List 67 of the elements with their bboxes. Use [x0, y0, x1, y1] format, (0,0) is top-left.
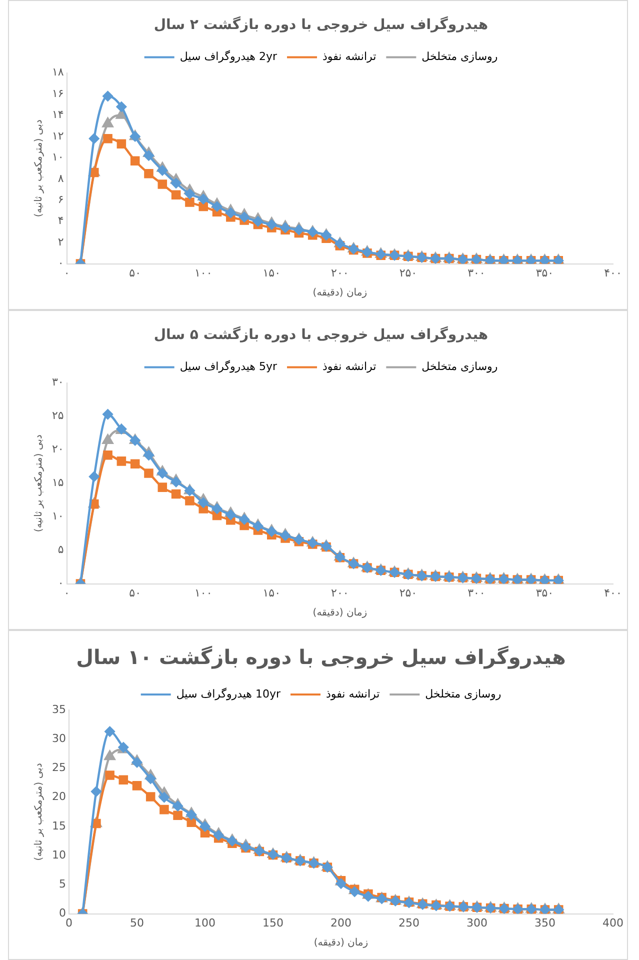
y-tick-label: ۱۲	[52, 129, 64, 142]
x-tick-label: 250	[398, 916, 420, 930]
chart-title: هیدروگراف سیل خروجی با دوره بازگشت ۱۰ سال	[76, 645, 566, 670]
x-tick-label: ۵۰	[129, 586, 142, 600]
x-tick-label: ۱۰۰	[194, 266, 212, 280]
y-axis-title: دبی (مترمکعب بر ثانیه)	[34, 763, 45, 861]
y-tick-label: 25	[52, 761, 66, 774]
y-tick-label: ۱۴	[52, 108, 64, 122]
y-tick-label: ۱۸	[52, 66, 64, 79]
x-tick-label: ۱۵۰	[262, 586, 280, 600]
y-tick-label: 0	[58, 906, 66, 920]
x-tick-label: 400	[602, 916, 624, 930]
y-tick-label: ۳۰	[52, 376, 64, 389]
x-tick-label: ۱۵۰	[262, 266, 280, 280]
x-tick-label: 350	[534, 916, 556, 930]
y-tick-label: 30	[52, 732, 66, 745]
y-tick-label: 15	[52, 819, 66, 832]
x-tick-label: 50	[130, 916, 144, 930]
x-tick-label: ۳۵۰	[536, 266, 554, 280]
y-tick-label: ۰	[58, 256, 64, 270]
x-tick-label: ۲۰۰	[331, 266, 349, 280]
y-tick-label: ۱۶	[52, 86, 64, 100]
y-tick-label: ۸	[58, 172, 64, 185]
y-tick-label: ۲	[58, 235, 64, 248]
x-tick-label: ۳۵۰	[536, 586, 554, 600]
y-tick-label: 5	[58, 878, 66, 891]
y-tick-label: ۱۰	[52, 150, 64, 164]
legend-label: روسازی متخلخل	[422, 50, 498, 64]
chart-title: هیدروگراف سیل خروجی با دوره بازگشت ۲ سال	[154, 16, 488, 34]
y-tick-label: ۲۰	[52, 442, 64, 456]
y-tick-label: 20	[52, 790, 66, 804]
y-tick-label: ۱۵	[52, 476, 64, 490]
y-tick-label: ۲۵	[52, 409, 64, 422]
legend-label: روسازی متخلخل	[422, 360, 498, 374]
x-tick-label: ۴۰۰	[604, 266, 622, 280]
y-axis-title: دبی (مترمکعب بر ثانیه)	[34, 119, 45, 218]
legend-label: هیدروگراف سیل 10yr	[176, 687, 281, 700]
legend-label: هیدروگراف سیل 5yr	[180, 360, 278, 374]
legend-label: روسازی متخلخل	[425, 687, 502, 700]
x-tick-label: ۳۰۰	[468, 586, 486, 600]
x-tick-label: ۲۵۰	[399, 586, 418, 600]
y-tick-label: 35	[52, 702, 66, 716]
legend-label: ترانشه نفوذ	[322, 50, 376, 64]
x-tick-label: 200	[330, 916, 352, 930]
x-tick-label: ۲۵۰	[399, 266, 418, 280]
y-tick-label: ۰	[58, 576, 64, 590]
legend-label: هیدروگراف سیل 2yr	[180, 50, 278, 64]
x-tick-label: ۵۰	[129, 266, 142, 280]
y-tick-label: ۱۰	[52, 510, 64, 523]
x-tick-label: ۱۰۰	[194, 586, 212, 600]
x-tick-label: 100	[194, 916, 216, 930]
x-axis-title: زمان (دقیقه)	[314, 938, 368, 949]
x-tick-label: ۲۰۰	[331, 586, 349, 600]
x-tick-label: 150	[262, 916, 284, 930]
legend-label: ترانشه نفوذ	[322, 360, 376, 374]
x-tick-label: ۴۰۰	[604, 586, 622, 600]
legend-label: ترانشه نفوذ	[326, 687, 380, 700]
y-axis-title: دبی (مترمکعب بر ثانیه)	[34, 434, 45, 532]
x-tick-label: ۳۰۰	[468, 266, 486, 280]
y-tick-label: ۶	[58, 192, 64, 206]
x-axis-title: زمان (دقیقه)	[312, 288, 368, 299]
y-tick-label: 10	[52, 848, 66, 862]
y-tick-label: ۵	[58, 543, 64, 556]
x-tick-label: 300	[466, 916, 488, 930]
x-axis-title: زمان (دقیقه)	[312, 608, 368, 619]
chart-title: هیدروگراف سیل خروجی با دوره بازگشت ۵ سال	[154, 326, 488, 344]
y-tick-label: ۴	[58, 214, 64, 228]
